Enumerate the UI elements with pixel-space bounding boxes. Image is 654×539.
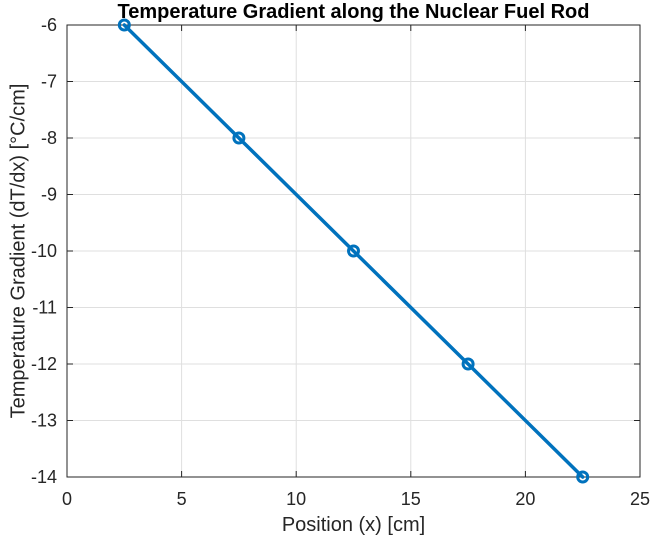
y-tick-label-3: -11 — [32, 298, 57, 318]
x-tick-label-0: 0 — [62, 489, 72, 509]
series-group — [117, 18, 590, 484]
data-point-0-4 — [576, 470, 590, 484]
y-tick-label-5: -9 — [41, 185, 57, 205]
y-tick-label-0: -14 — [31, 467, 57, 487]
chart-title: Temperature Gradient along the Nuclear F… — [118, 1, 590, 23]
y-tick-label-4: -10 — [31, 241, 57, 261]
ticks: 0 5 10 15 20 25 -14 -13 -12 -11 -10 -9 -8 -7 -6 — [31, 15, 650, 509]
x-tick-label-2: 10 — [286, 489, 306, 509]
y-tick-label-2: -12 — [31, 354, 57, 374]
y-axis-label: Temperature Gradient (dT/dx) [°C/cm] — [7, 84, 29, 419]
y-tick-label-6: -8 — [41, 128, 57, 148]
y-tick-label-8: -6 — [41, 15, 57, 35]
data-point-0-1 — [232, 131, 246, 145]
x-tick-label-1: 5 — [177, 489, 187, 509]
data-point-0-2 — [347, 244, 360, 258]
y-tick-label-7: -7 — [41, 72, 57, 92]
x-tick-label-4: 20 — [515, 489, 535, 509]
x-tick-label-5: 25 — [630, 489, 650, 509]
x-axis-label: Position (x) [cm] — [282, 514, 425, 536]
data-point-0-3 — [461, 357, 475, 371]
series-line-0 — [122, 23, 585, 479]
x-tick-label-3: 15 — [401, 489, 421, 509]
y-tick-label-1: -13 — [31, 411, 57, 431]
data-point-0-0 — [117, 18, 131, 32]
